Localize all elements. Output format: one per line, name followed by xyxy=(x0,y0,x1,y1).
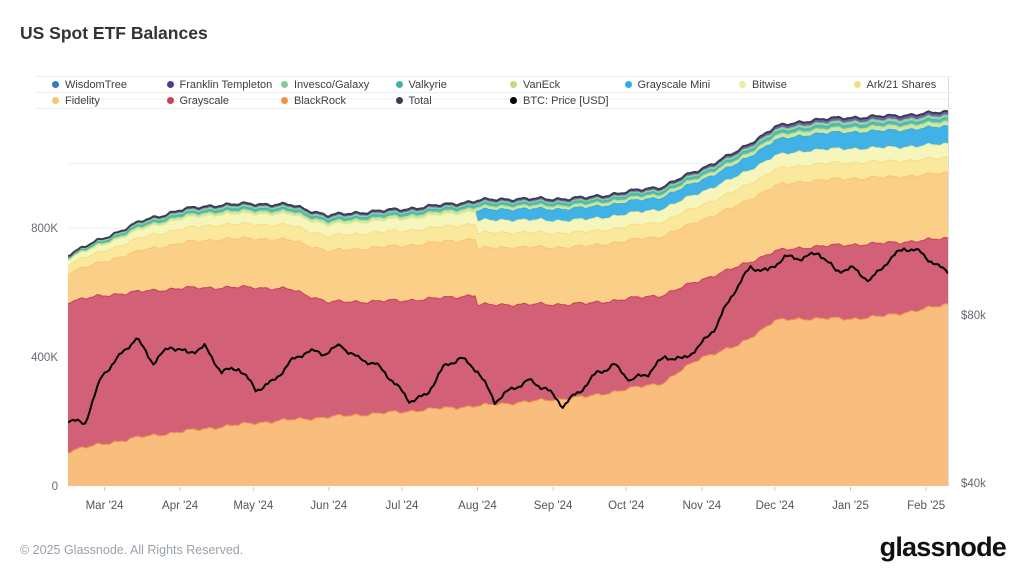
legend-label: Bitwise xyxy=(752,78,787,91)
x-axis-tick-label: Apr '24 xyxy=(162,500,199,512)
x-axis-tick-label: Nov '24 xyxy=(682,500,721,512)
legend-item-vaneck[interactable]: VanEck xyxy=(494,77,609,92)
legend-swatch-icon xyxy=(281,81,288,88)
legend-item-grayscale[interactable]: Grayscale xyxy=(151,93,266,108)
legend-swatch-icon xyxy=(510,97,517,104)
legend-label: BTC: Price [USD] xyxy=(523,94,609,107)
legend-item-bitwise[interactable]: Bitwise xyxy=(723,77,838,92)
edge-ark-21-shares xyxy=(68,156,948,266)
legend-row-2: Fidelity Grayscale BlackRock Total BTC: Pric… xyxy=(36,92,952,108)
legend-item-grayscale-mini[interactable]: Grayscale Mini xyxy=(609,77,724,92)
legend-item-fidelity[interactable]: Fidelity xyxy=(36,93,151,108)
edge-vaneck xyxy=(68,120,948,260)
x-axis-tick-label: Mar '24 xyxy=(86,500,125,512)
edge-valkyrie xyxy=(68,117,948,259)
legend-label: Total xyxy=(408,94,432,107)
edge-grayscale xyxy=(68,236,948,307)
y-axis-left-label: 0 xyxy=(52,481,58,493)
legend-label: Ark/21 Shares xyxy=(866,78,937,91)
legend-label: VanEck xyxy=(523,78,561,91)
legend-item-btc-price-usd[interactable]: BTC: Price [USD] xyxy=(494,93,609,108)
legend-item-ark-21-shares[interactable]: Ark/21 Shares xyxy=(838,77,953,92)
edge-blackrock xyxy=(68,303,948,454)
x-axis-tick-label: Sep '24 xyxy=(534,500,573,512)
edge-fidelity xyxy=(68,171,948,275)
legend-label: Grayscale xyxy=(179,94,230,107)
legend-label: BlackRock xyxy=(294,94,346,107)
legend-swatch-icon xyxy=(739,81,746,88)
legend-label: Invesco/Galaxy xyxy=(294,78,370,91)
area-blackrock xyxy=(68,303,948,486)
edge-grayscale-mini xyxy=(477,124,948,212)
x-axis-tick-label: Jul '24 xyxy=(386,500,419,512)
legend-label: WisdomTree xyxy=(65,78,127,91)
legend: WisdomTree Franklin Templeton Invesco/Gala… xyxy=(36,76,952,109)
legend-item-valkyrie[interactable]: Valkyrie xyxy=(380,77,495,92)
plot-area[interactable] xyxy=(68,80,948,486)
y-axis-left-label: 800K xyxy=(31,223,58,235)
x-axis-tick-label: May '24 xyxy=(233,500,274,512)
legend-label: Franklin Templeton xyxy=(179,78,273,91)
x-axis-tick-label: Aug '24 xyxy=(458,500,497,512)
x-axis-tick-label: Feb '25 xyxy=(907,500,945,512)
edge-invesco-galaxy xyxy=(68,114,948,258)
area-grayscale xyxy=(68,237,948,453)
legend-swatch-icon xyxy=(853,81,861,88)
y-axis-right-label: $80k xyxy=(961,310,986,322)
chart-title: US Spot ETF Balances xyxy=(20,23,208,43)
legend-swatch-icon xyxy=(52,97,59,104)
area-ark-21-shares xyxy=(68,156,948,275)
footer-copyright: © 2025 Glassnode. All Rights Reserved. xyxy=(20,543,244,557)
legend-swatch-icon xyxy=(395,97,403,104)
edge-bitwise xyxy=(68,142,948,261)
area-bitwise xyxy=(68,143,948,266)
btc-price-line xyxy=(68,247,948,425)
area-grayscale-mini xyxy=(68,125,948,260)
legend-swatch-icon xyxy=(510,81,517,88)
x-axis-tick-label: Dec '24 xyxy=(756,500,795,512)
legend-row-1: WisdomTree Franklin Templeton Invesco/Gala… xyxy=(36,77,952,92)
legend-item-franklin-templeton[interactable]: Franklin Templeton xyxy=(151,77,272,92)
total-line xyxy=(68,109,948,258)
legend-swatch-icon xyxy=(166,81,174,88)
legend-swatch-icon xyxy=(624,81,632,88)
legend-item-wisdomtree[interactable]: WisdomTree xyxy=(36,77,151,92)
y-axis-right-label: $40k xyxy=(961,478,986,490)
legend-item-blackrock[interactable]: BlackRock xyxy=(265,93,380,108)
y-axis-left-label: 400K xyxy=(31,352,58,364)
x-axis-tick-label: Jan '25 xyxy=(832,500,869,512)
legend-label: Fidelity xyxy=(65,94,100,107)
legend-swatch-icon xyxy=(52,81,59,88)
area-fidelity xyxy=(68,171,948,307)
brand-wordmark: glassnode xyxy=(879,532,1007,562)
legend-swatch-icon xyxy=(395,81,403,88)
legend-label: Grayscale Mini xyxy=(637,78,711,91)
legend-item-invesco-galaxy[interactable]: Invesco/Galaxy xyxy=(265,77,380,92)
x-axis-tick-label: Jun '24 xyxy=(310,500,347,512)
legend-swatch-icon xyxy=(166,97,174,104)
legend-item-total[interactable]: Total xyxy=(380,93,495,108)
legend-swatch-icon xyxy=(281,97,288,104)
x-axis-tick-label: Oct '24 xyxy=(608,500,645,512)
legend-label: Valkyrie xyxy=(408,78,447,91)
